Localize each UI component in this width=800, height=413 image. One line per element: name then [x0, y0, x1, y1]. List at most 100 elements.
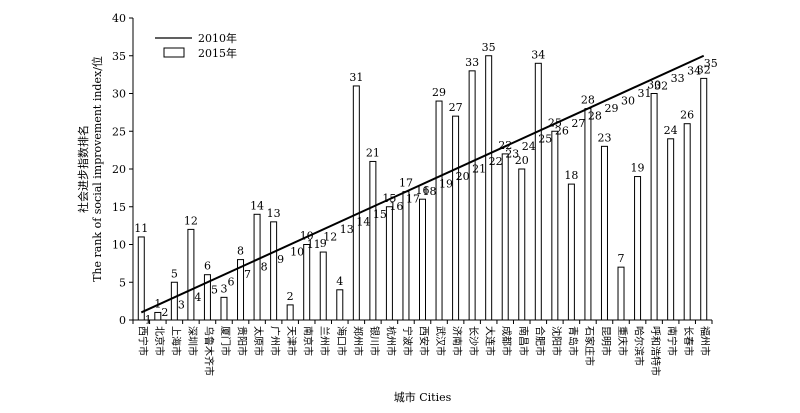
bar: [634, 176, 642, 321]
bar: [485, 55, 493, 321]
bar: [667, 138, 675, 321]
bar-value-label: 31: [349, 71, 363, 84]
bar-value-label: 29: [432, 86, 446, 99]
category-label: 北京市: [153, 326, 166, 356]
bar-value-label: 32: [697, 63, 711, 76]
line-value-label: 22: [489, 155, 503, 168]
bar-value-label: 25: [548, 116, 562, 129]
bar-value-label: 22: [498, 139, 512, 152]
category-label: 太原市: [252, 326, 265, 356]
bar-value-label: 10: [300, 230, 314, 243]
bar-value-label: 35: [482, 41, 496, 54]
bar-value-label: 7: [618, 252, 625, 265]
line-value-label: 20: [456, 170, 470, 183]
bar-value-label: 14: [250, 199, 264, 212]
y-tick-label: 30: [112, 88, 126, 101]
line-value-label: 19: [439, 178, 453, 191]
bar: [617, 266, 625, 321]
bar: [468, 70, 476, 321]
bar-value-label: 1: [154, 297, 161, 310]
line-value-label: 23: [505, 147, 519, 160]
bar: [220, 296, 228, 321]
category-label: 南京市: [302, 326, 315, 356]
bar-value-label: 4: [336, 275, 343, 288]
category-label: 银川市: [368, 326, 381, 356]
line-value-label: 17: [406, 193, 420, 206]
category-label: 福州市: [699, 326, 712, 356]
line-value-label: 30: [621, 95, 635, 108]
line-value-label: 31: [638, 87, 652, 100]
y-tick-label: 35: [112, 50, 126, 63]
bar: [385, 206, 393, 321]
category-label: 重庆市: [616, 326, 629, 356]
bar: [237, 259, 245, 321]
bar: [336, 289, 344, 321]
category-label: 合肥市: [533, 326, 546, 356]
line-value-label: 12: [323, 230, 337, 243]
bar-value-label: 6: [204, 260, 211, 273]
data-labels: 1115126381413210943121151716292733352220…: [134, 41, 717, 327]
bar: [650, 93, 658, 321]
bars: [137, 55, 708, 321]
bar-value-label: 9: [320, 237, 327, 250]
line-value-label: 15: [373, 208, 387, 221]
line-value-label: 34: [687, 64, 701, 77]
category-label: 哈尔滨市: [633, 326, 646, 366]
line-value-label: 21: [472, 162, 486, 175]
line-value-label: 5: [211, 283, 218, 296]
bar-value-label: 30: [647, 79, 661, 92]
trend-line: [140, 54, 705, 314]
category-label: 武汉市: [434, 326, 447, 356]
category-label: 长春市: [682, 326, 695, 356]
bar: [567, 183, 575, 321]
line-value-label: 16: [389, 200, 403, 213]
category-label: 西安市: [418, 326, 431, 356]
y-tick-label: 40: [112, 12, 126, 25]
bar: [518, 168, 526, 321]
bar: [286, 304, 294, 321]
category-label: 深圳市: [186, 326, 199, 356]
category-label: 宁波市: [401, 326, 414, 356]
bar-value-label: 20: [515, 154, 529, 167]
line-value-label: 33: [671, 72, 685, 85]
line-value-label: 6: [227, 276, 234, 289]
bar-value-label: 27: [449, 101, 463, 114]
x-axis-title: 城市 Cities: [394, 390, 452, 404]
bar-value-label: 16: [416, 184, 430, 197]
bar: [419, 198, 426, 321]
bar-value-label: 17: [399, 177, 413, 190]
bar-value-label: 18: [564, 169, 578, 182]
category-labels: 西宁市 北京市 上海市 深圳市 乌鲁木齐市 厦门市 贵阳市 太原市 广州市 天津市 南京市 兰州市 海口…: [136, 326, 711, 376]
line-value-label: 32: [654, 79, 668, 92]
bar-value-label: 23: [597, 131, 611, 144]
bar: [170, 281, 178, 321]
bar: [137, 236, 145, 321]
line-value-label: 9: [277, 253, 284, 266]
line-value-label: 18: [423, 185, 437, 198]
line-value-label: 7: [244, 268, 251, 281]
bar-value-label: 13: [267, 207, 281, 220]
bar: [683, 123, 691, 321]
bar: [402, 191, 410, 321]
bar: [270, 221, 278, 321]
line-value-label: 26: [555, 125, 569, 138]
category-label: 郑州市: [351, 326, 364, 356]
bar-value-label: 12: [184, 214, 198, 227]
bar: [551, 130, 559, 321]
category-label: 济南市: [451, 326, 464, 356]
bar: [154, 311, 162, 321]
y-tick-label: 5: [119, 276, 126, 289]
category-label: 沈阳市: [550, 326, 563, 356]
bar: [369, 160, 377, 321]
line-value-label: 25: [538, 132, 552, 145]
bar-value-label: 15: [382, 192, 396, 205]
y-tick-label: 20: [112, 163, 126, 176]
category-label: 长沙市: [467, 326, 480, 356]
bar-value-label: 34: [531, 48, 545, 61]
category-label: 石家庄市: [583, 326, 596, 366]
line-value-label: 29: [604, 102, 618, 115]
bar-value-label: 26: [680, 109, 694, 122]
bar: [303, 244, 311, 321]
